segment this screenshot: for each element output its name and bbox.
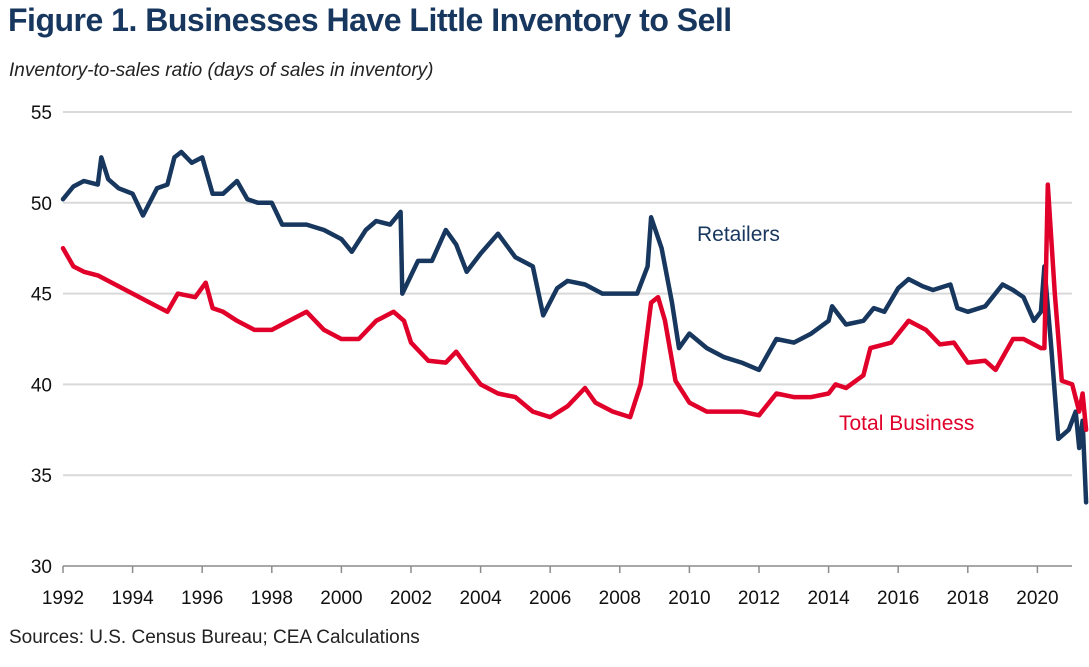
- series-lines: [60, 149, 1089, 505]
- x-axis: 1992 1994 1996 1998 2000 2002 2004 2006 2008 2010…: [42, 565, 1072, 609]
- x-tick-label: 2008: [599, 588, 641, 609]
- x-tick-label: 1994: [111, 588, 154, 609]
- x-tick-label: 2000: [320, 588, 362, 609]
- x-tick-label: 1992: [42, 588, 84, 609]
- y-tick-label: 30: [31, 557, 52, 578]
- x-tick-label: 2010: [668, 588, 710, 609]
- y-tick-label: 35: [31, 466, 52, 487]
- gridlines: [63, 111, 1072, 477]
- series-labels: Retailers Total Business: [697, 223, 974, 435]
- chart-source: Sources: U.S. Census Bureau; CEA Calcula…: [9, 627, 420, 648]
- series-label-total-business: Total Business: [839, 412, 974, 435]
- series-line-total-business: [60, 182, 1089, 433]
- x-tick-label: 2014: [807, 588, 850, 609]
- x-tick-label: 2006: [529, 588, 571, 609]
- x-tick-label: 2002: [390, 588, 432, 609]
- y-tick-label: 55: [31, 103, 52, 124]
- y-tick-label: 40: [31, 375, 52, 396]
- y-tick-label: 50: [31, 194, 52, 215]
- chart-title: Figure 1. Businesses Have Little Invento…: [8, 2, 732, 38]
- x-tick-label: 2020: [1016, 588, 1058, 609]
- y-tick-label: 45: [31, 285, 52, 306]
- y-axis-ticks: 30 35 40 45 50 55: [31, 103, 52, 578]
- x-tick-label: 1996: [181, 588, 223, 609]
- x-tick-label: 2004: [459, 588, 502, 609]
- series-line-retailers: [60, 149, 1089, 505]
- x-tick-label: 2012: [738, 588, 780, 609]
- x-tick-label: 2016: [877, 588, 919, 609]
- x-tick-label: 2018: [947, 588, 989, 609]
- x-tick-label: 1998: [251, 588, 293, 609]
- chart-subtitle: Inventory-to-sales ratio (days of sales …: [9, 60, 434, 81]
- series-label-retailers: Retailers: [697, 223, 780, 246]
